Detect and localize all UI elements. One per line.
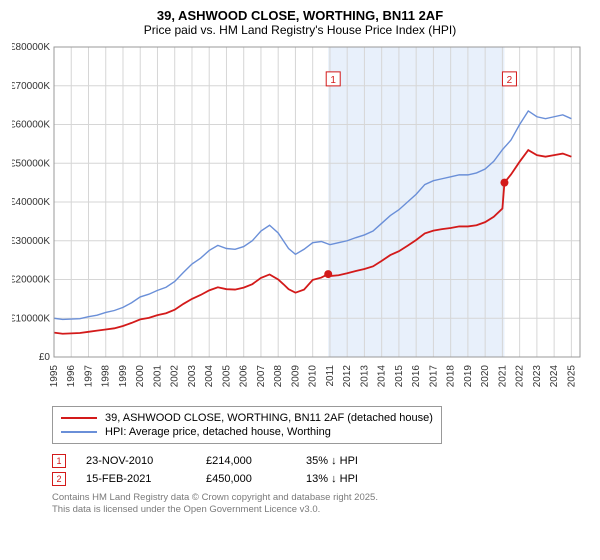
svg-text:£30000K: £30000K <box>12 236 50 247</box>
svg-text:2006: 2006 <box>239 365 250 388</box>
svg-text:2014: 2014 <box>377 365 388 388</box>
legend-row: 39, ASHWOOD CLOSE, WORTHING, BN11 2AF (d… <box>61 411 433 425</box>
legend: 39, ASHWOOD CLOSE, WORTHING, BN11 2AF (d… <box>52 406 442 444</box>
attribution-line: Contains HM Land Registry data © Crown c… <box>52 492 588 504</box>
svg-text:2023: 2023 <box>532 365 543 388</box>
transaction-delta: 35% ↓ HPI <box>306 455 358 467</box>
chart-title: 39, ASHWOOD CLOSE, WORTHING, BN11 2AF <box>12 8 588 23</box>
svg-text:2015: 2015 <box>394 365 405 388</box>
legend-row: HPI: Average price, detached house, Wort… <box>61 425 433 439</box>
chart-svg: £0 £10000K £20000K £30000K £40000K £50000K £60… <box>12 43 588 393</box>
transaction-row: 2 15-FEB-2021 £450,000 13% ↓ HPI <box>52 472 588 486</box>
svg-text:2003: 2003 <box>187 365 198 388</box>
svg-text:2004: 2004 <box>204 365 215 388</box>
svg-text:2024: 2024 <box>549 365 560 388</box>
attribution: Contains HM Land Registry data © Crown c… <box>52 492 588 517</box>
svg-text:2008: 2008 <box>273 365 284 388</box>
svg-text:2012: 2012 <box>342 365 353 388</box>
svg-text:1997: 1997 <box>83 365 94 388</box>
transaction-row: 1 23-NOV-2010 £214,000 35% ↓ HPI <box>52 454 588 468</box>
svg-text:2009: 2009 <box>290 365 301 388</box>
svg-text:2000: 2000 <box>135 365 146 388</box>
svg-text:2021: 2021 <box>497 365 508 388</box>
svg-text:£60000K: £60000K <box>12 120 50 131</box>
transaction-price: £450,000 <box>206 473 286 485</box>
svg-text:2022: 2022 <box>515 365 526 388</box>
svg-text:2019: 2019 <box>463 365 474 388</box>
svg-text:1999: 1999 <box>118 365 129 388</box>
svg-text:1998: 1998 <box>101 365 112 388</box>
svg-text:1: 1 <box>330 75 336 86</box>
svg-text:2013: 2013 <box>359 365 370 388</box>
svg-text:£10000K: £10000K <box>12 313 50 324</box>
svg-text:2017: 2017 <box>428 365 439 388</box>
chart: £0 £10000K £20000K £30000K £40000K £50000K £60… <box>12 43 588 398</box>
svg-text:1995: 1995 <box>49 365 60 388</box>
svg-text:2005: 2005 <box>221 365 232 388</box>
chart-subtitle: Price paid vs. HM Land Registry's House … <box>12 23 588 37</box>
svg-text:2011: 2011 <box>325 365 336 387</box>
legend-label: 39, ASHWOOD CLOSE, WORTHING, BN11 2AF (d… <box>105 412 433 424</box>
svg-text:1996: 1996 <box>66 365 77 388</box>
attribution-line: This data is licensed under the Open Gov… <box>52 504 588 516</box>
svg-text:£80000K: £80000K <box>12 43 50 53</box>
svg-text:2001: 2001 <box>152 365 163 388</box>
transaction-delta: 13% ↓ HPI <box>306 473 358 485</box>
svg-text:£0: £0 <box>39 352 51 363</box>
transaction-marker: 2 <box>52 472 66 486</box>
svg-text:£50000K: £50000K <box>12 158 50 169</box>
legend-label: HPI: Average price, detached house, Wort… <box>105 426 331 438</box>
svg-text:£70000K: £70000K <box>12 81 50 92</box>
svg-text:2007: 2007 <box>256 365 267 388</box>
svg-text:2016: 2016 <box>411 365 422 388</box>
legend-swatch <box>61 431 97 433</box>
legend-swatch <box>61 417 97 419</box>
svg-text:2025: 2025 <box>566 365 577 388</box>
transaction-date: 23-NOV-2010 <box>86 455 186 467</box>
transaction-price: £214,000 <box>206 455 286 467</box>
svg-text:2020: 2020 <box>480 365 491 388</box>
svg-text:£40000K: £40000K <box>12 197 50 208</box>
svg-text:2002: 2002 <box>170 365 181 388</box>
svg-text:£20000K: £20000K <box>12 275 50 286</box>
transaction-date: 15-FEB-2021 <box>86 473 186 485</box>
transaction-marker: 1 <box>52 454 66 468</box>
svg-text:2018: 2018 <box>446 365 457 388</box>
svg-text:2: 2 <box>507 75 513 86</box>
svg-text:2010: 2010 <box>308 365 319 388</box>
